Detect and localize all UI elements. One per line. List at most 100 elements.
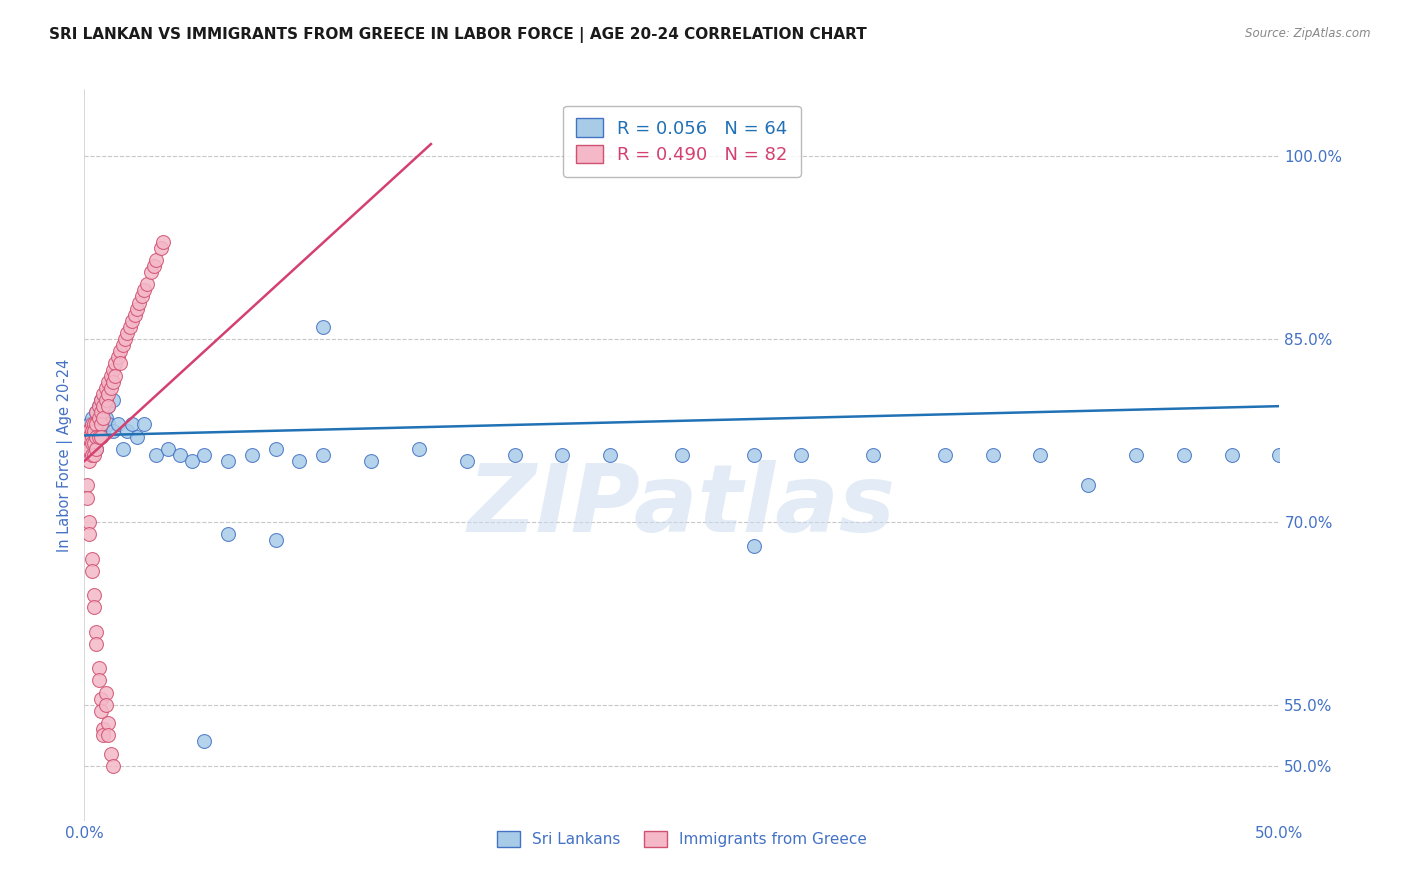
Point (80, 424, 103, 438)
Point (97, 417, 120, 432)
Point (1125, 448, 1147, 462)
Point (97, 716, 120, 731)
Point (104, 356, 127, 371)
Point (90, 392, 112, 407)
Point (94, 685, 117, 699)
Point (107, 417, 129, 432)
Point (76, 429, 98, 443)
Point (83, 588, 105, 602)
Point (934, 448, 956, 462)
Point (121, 314, 143, 328)
Point (76, 424, 98, 438)
Point (132, 417, 156, 432)
Point (76, 478, 98, 492)
Point (83, 448, 105, 462)
Point (456, 454, 478, 468)
Point (90, 704, 112, 718)
Point (100, 368, 122, 383)
Point (83, 429, 105, 443)
Legend: Sri Lankans, Immigrants from Greece: Sri Lankans, Immigrants from Greece (491, 825, 873, 854)
Point (77, 424, 100, 438)
Point (111, 338, 134, 352)
Point (97, 399, 120, 413)
Point (76, 442, 98, 456)
Point (77, 435, 100, 450)
Point (312, 448, 335, 462)
Point (80, 411, 103, 425)
Point (76, 429, 98, 443)
Point (101, 375, 124, 389)
Point (83, 435, 105, 450)
Point (107, 351, 129, 365)
Point (83, 600, 105, 615)
Point (104, 368, 127, 383)
Point (101, 392, 124, 407)
Point (80, 424, 103, 438)
Point (86, 442, 108, 456)
Point (117, 424, 139, 438)
Point (76, 424, 98, 438)
Point (90, 405, 112, 419)
Point (93, 728, 115, 742)
Point (97, 399, 120, 413)
Point (93, 387, 115, 401)
Point (124, 308, 146, 322)
Point (77, 442, 100, 456)
Point (114, 332, 136, 346)
Point (125, 429, 148, 443)
Point (93, 411, 115, 425)
Point (135, 277, 157, 292)
Point (118, 319, 141, 334)
Point (125, 301, 148, 316)
Point (87, 424, 110, 438)
Point (87, 673, 110, 688)
Point (128, 295, 150, 310)
Point (77, 417, 100, 432)
Point (86, 405, 108, 419)
Point (86, 624, 108, 639)
Point (152, 235, 174, 249)
Point (77, 454, 100, 468)
Point (76, 491, 98, 505)
Point (217, 527, 239, 541)
Point (86, 637, 108, 651)
Point (101, 758, 124, 772)
Point (1173, 448, 1195, 462)
Point (121, 417, 143, 432)
Point (87, 399, 110, 413)
Point (90, 429, 112, 443)
Point (80, 429, 103, 443)
Point (87, 399, 110, 413)
Point (94, 411, 117, 425)
Point (83, 417, 105, 432)
Point (77, 429, 100, 443)
Point (101, 362, 124, 376)
Point (132, 283, 156, 297)
Point (93, 424, 115, 438)
Point (86, 417, 108, 432)
Point (80, 564, 103, 578)
Point (90, 691, 112, 706)
Point (240, 448, 263, 462)
Point (80, 417, 103, 432)
Point (93, 723, 115, 737)
Point (87, 661, 110, 675)
Point (503, 448, 526, 462)
Point (94, 392, 117, 407)
Point (145, 252, 167, 267)
Point (86, 442, 108, 456)
Point (93, 405, 115, 419)
Point (77, 527, 100, 541)
Point (217, 454, 239, 468)
Point (97, 728, 120, 742)
Point (100, 747, 122, 761)
Point (93, 399, 115, 413)
Point (94, 698, 117, 712)
Point (83, 424, 105, 438)
Point (80, 429, 103, 443)
Point (77, 515, 100, 529)
Point (87, 429, 110, 443)
Point (141, 265, 163, 279)
Point (90, 417, 112, 432)
Point (1077, 478, 1099, 492)
